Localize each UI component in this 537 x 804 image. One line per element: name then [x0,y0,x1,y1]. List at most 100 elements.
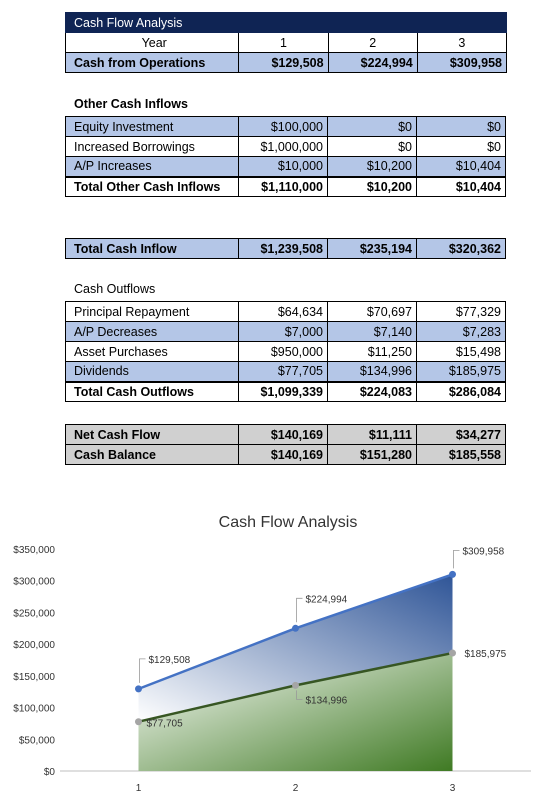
total-inflow-value: $235,194 [327,238,417,259]
row-label: Equity Investment [65,116,239,137]
area-band-top [138,574,453,722]
cash-flow-chart: Cash Flow Analysis $0 $50,000 $100,000 $150… [13,514,531,794]
label-leader [296,597,303,623]
total-row: Total Cash Outflows $1,099,339 $224,083 … [65,380,506,402]
cash-flow-table-header: Cash Flow Analysis Year 1 2 3 Cash from … [64,12,508,73]
label-leader [453,549,460,569]
table-row: A/P Increases $10,000 $10,200 $10,404 [65,156,506,177]
data-point [135,718,142,726]
operations-value-3: $309,958 [416,52,508,73]
net-cash-table: Net Cash Flow $140,169 $11,111 $34,277 C… [65,424,506,465]
table-title-row: Cash Flow Analysis [65,12,507,33]
total-inflow-row: Total Cash Inflow $1,239,508 $235,194 $3… [65,238,506,259]
row-value: $70,697 [327,301,417,322]
total-value: $1,110,000 [238,175,328,197]
operations-value-2: $224,994 [327,52,418,73]
row-label: A/P Increases [65,156,239,177]
y-tick-label: $100,000 [13,704,55,715]
y-tick-label: $200,000 [13,640,55,651]
total-value: $10,404 [416,175,506,197]
row-value: $77,705 [238,361,328,382]
data-label: $309,958 [463,546,505,557]
total-inflow-value: $320,362 [416,238,506,259]
row-label: Principal Repayment [65,301,239,322]
row-value: $0 [327,116,417,137]
total-inflow-value: $1,239,508 [238,238,328,259]
total-value: $224,083 [327,380,417,402]
data-label: $185,975 [465,649,507,660]
net-cash-flow-row: Net Cash Flow $140,169 $11,111 $34,277 [65,424,506,445]
row-label: Asset Purchases [65,341,239,362]
table-title: Cash Flow Analysis [65,12,507,33]
total-inflow-label: Total Cash Inflow [65,238,239,259]
cash-balance-label: Cash Balance [65,444,239,465]
row-value: $0 [416,116,506,137]
net-cash-flow-value: $11,111 [327,424,417,445]
row-value: $10,200 [327,156,417,177]
operations-value-1: $129,508 [238,52,329,73]
row-value: $10,000 [238,156,328,177]
row-value: $15,498 [416,341,506,362]
row-value: $11,250 [327,341,417,362]
total-inflow-table: Total Cash Inflow $1,239,508 $235,194 $3… [65,238,506,259]
table-row: Increased Borrowings $1,000,000 $0 $0 [65,136,506,157]
table-row: Equity Investment $100,000 $0 $0 [65,116,506,137]
row-value: $0 [327,136,417,157]
table-row: Dividends $77,705 $134,996 $185,975 [65,361,506,382]
cash-balance-value: $185,558 [416,444,506,465]
row-value: $950,000 [238,341,328,362]
y-tick-label: $150,000 [13,672,55,683]
row-value: $0 [416,136,506,157]
row-value: $64,634 [238,301,328,322]
operations-row: Cash from Operations $129,508 $224,994 $… [64,52,508,73]
net-cash-flow-label: Net Cash Flow [65,424,239,445]
year-2: 2 [327,32,418,53]
table-row: Principal Repayment $64,634 $70,697 $77,… [65,301,506,322]
row-value: $7,140 [327,321,417,342]
data-point [292,681,299,689]
chart-title: Cash Flow Analysis [219,514,358,531]
year-header: Year [64,32,240,53]
operations-label: Cash from Operations [64,52,240,73]
label-leader [296,690,303,700]
data-point [135,685,142,693]
row-value: $134,996 [327,361,417,382]
year-row: Year 1 2 3 [64,32,508,53]
row-value: $7,283 [416,321,506,342]
cash-balance-value: $151,280 [327,444,417,465]
net-cash-flow-value: $34,277 [416,424,506,445]
total-row: Total Other Cash Inflows $1,110,000 $10,… [65,175,506,197]
data-point [449,649,456,657]
y-tick-label: $300,000 [13,577,55,588]
row-label: A/P Decreases [65,321,239,342]
outflows-table: Principal Repayment $64,634 $70,697 $77,… [65,301,506,402]
x-tick-label: 1 [136,783,142,794]
row-value: $1,000,000 [238,136,328,157]
table-row: A/P Decreases $7,000 $7,140 $7,283 [65,321,506,342]
data-label: $77,705 [147,719,184,730]
total-label: Total Other Cash Inflows [65,175,239,197]
row-label: Increased Borrowings [65,136,239,157]
data-label: $129,508 [149,655,191,666]
row-value: $185,975 [416,361,506,382]
row-value: $77,329 [416,301,506,322]
total-value: $1,099,339 [238,380,328,402]
other-inflows-table: Equity Investment $100,000 $0 $0 Increas… [65,116,506,197]
total-label: Total Cash Outflows [65,380,239,402]
y-tick-label: $350,000 [13,545,55,556]
row-label: Dividends [65,361,239,382]
outflows-heading: Cash Outflows [74,282,156,296]
table-row: Asset Purchases $950,000 $11,250 $15,498 [65,341,506,362]
y-tick-label: $50,000 [19,735,56,746]
row-value: $7,000 [238,321,328,342]
cash-balance-row: Cash Balance $140,169 $151,280 $185,558 [65,444,506,465]
total-value: $10,200 [327,175,417,197]
data-label: $224,994 [306,594,348,605]
data-point [292,624,299,632]
cash-balance-value: $140,169 [238,444,328,465]
year-1: 1 [238,32,329,53]
total-value: $286,084 [416,380,506,402]
row-value: $100,000 [238,116,328,137]
x-tick-label: 3 [450,783,456,794]
other-inflows-heading: Other Cash Inflows [74,97,188,111]
